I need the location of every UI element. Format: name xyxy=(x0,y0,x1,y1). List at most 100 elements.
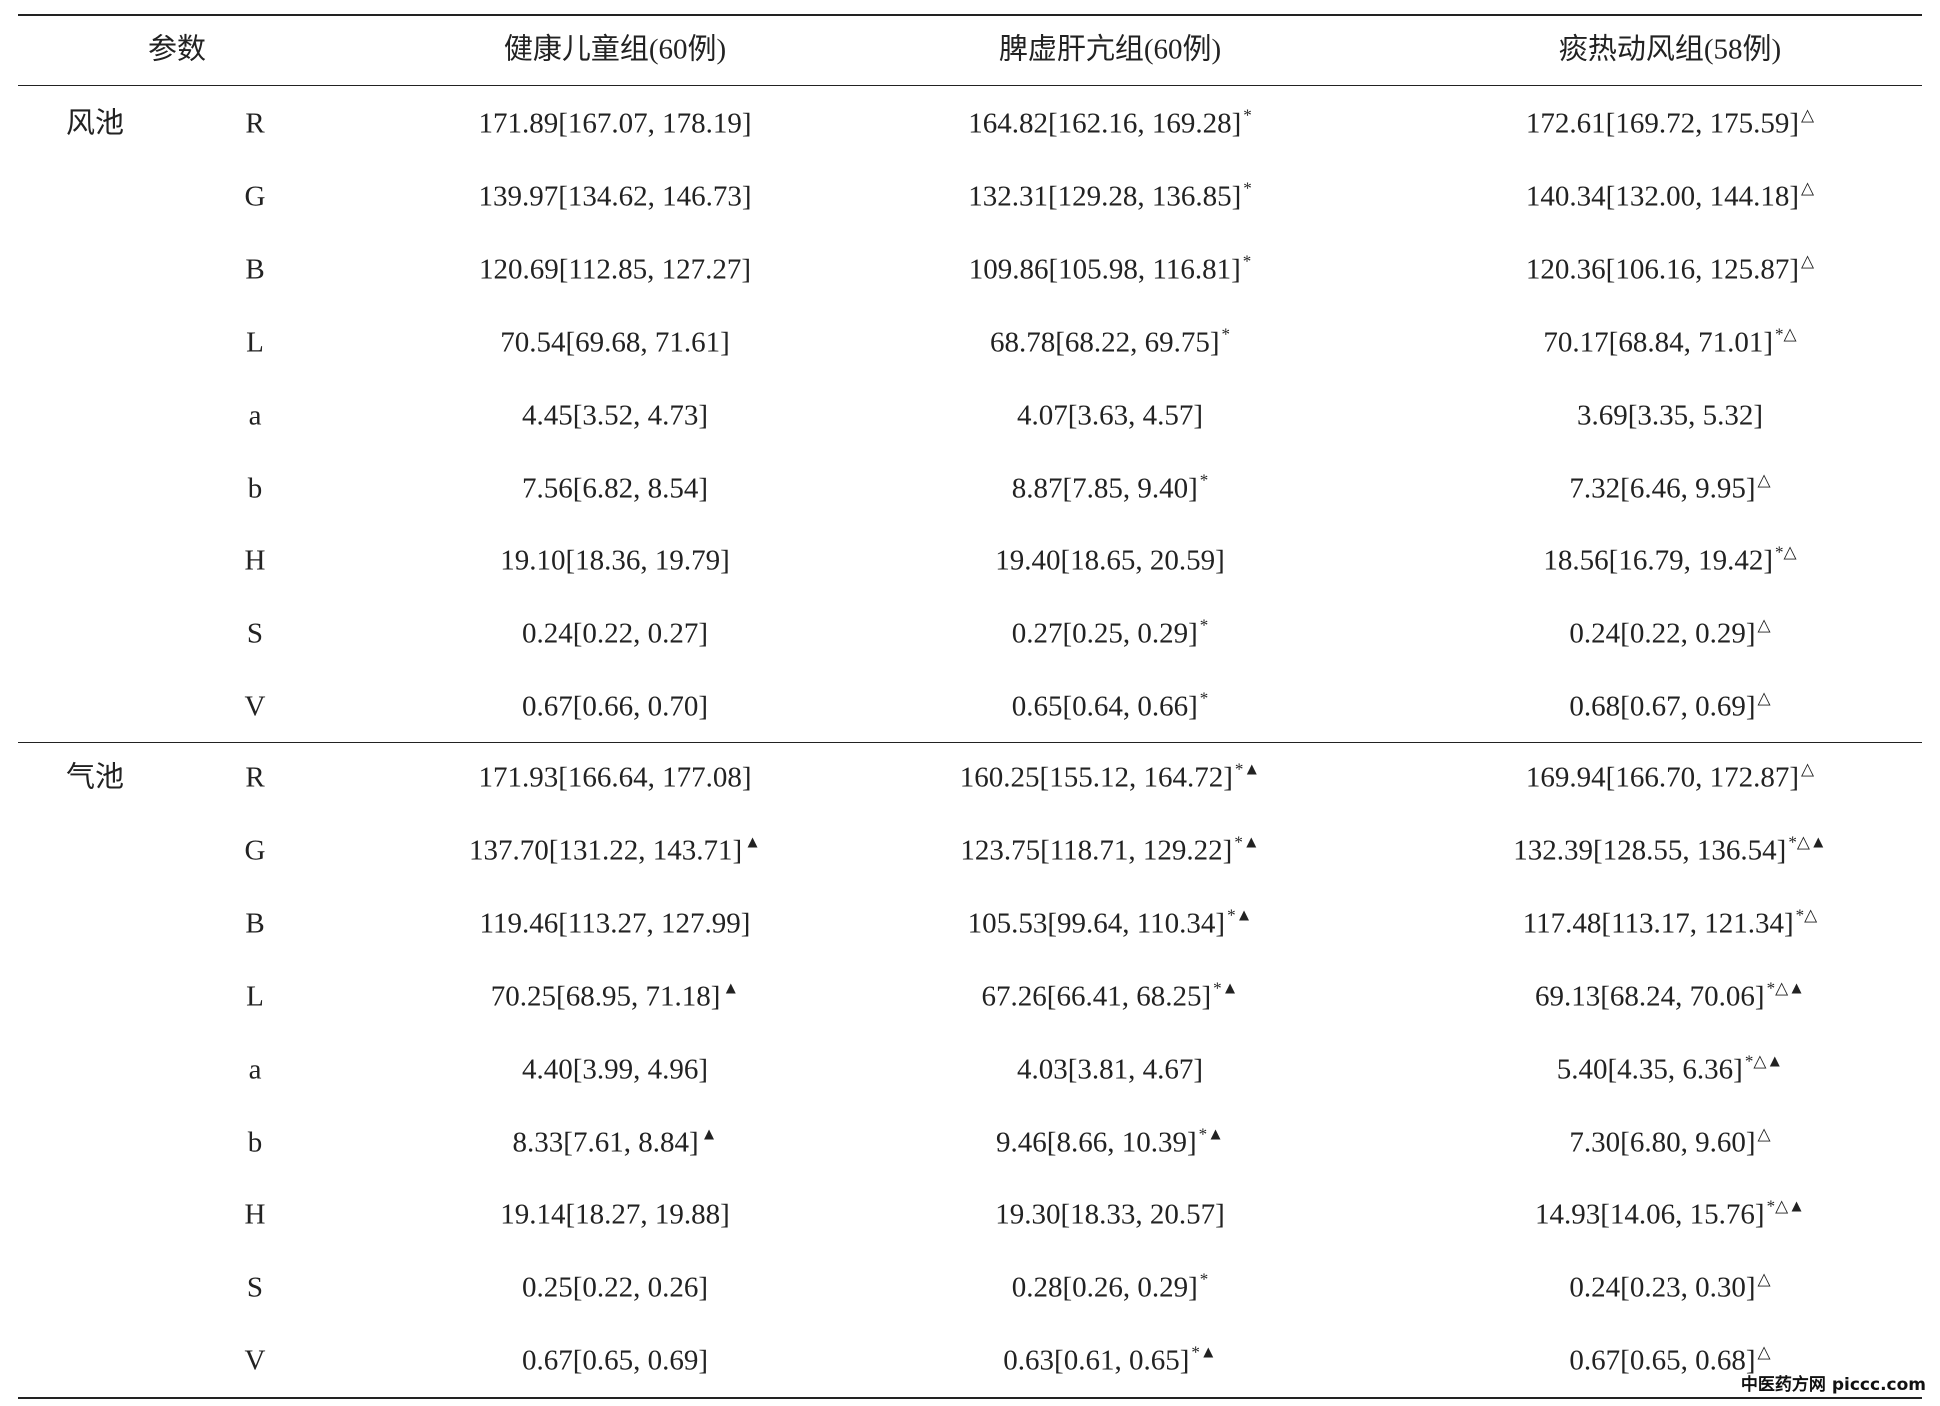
significance-mark: *△▲ xyxy=(1744,1051,1784,1071)
param-label: R xyxy=(245,761,265,794)
significance-mark: △ xyxy=(1757,470,1771,489)
significance-mark: *▲ xyxy=(1234,759,1261,779)
data-cell: 19.10[18.36, 19.79] xyxy=(500,544,730,577)
cell-value: 18.56[16.79, 19.42] xyxy=(1543,544,1773,577)
data-cell: 132.39[128.55, 136.54] *△▲ xyxy=(1513,833,1826,867)
cell-value: 0.67[0.65, 0.69] xyxy=(521,1344,709,1377)
cell-value: 0.24[0.23, 0.30] xyxy=(1569,1271,1756,1304)
data-cell: 7.56[6.82, 8.54] xyxy=(522,474,708,503)
cell-value: 132.31[129.28, 136.85] xyxy=(968,180,1242,213)
cell-value: 8.87[7.85, 9.40] xyxy=(1011,472,1198,504)
significance-mark: *△ xyxy=(1775,324,1797,344)
cell-value: 132.39[128.55, 136.54] xyxy=(1513,834,1787,867)
column-header: 参数 xyxy=(147,33,207,66)
significance-mark: * xyxy=(1199,470,1209,489)
header-rule xyxy=(18,85,1922,86)
data-cell: 67.26[66.41, 68.25] *▲ xyxy=(981,979,1239,1013)
cell-value: 19.14[18.27, 19.88] xyxy=(500,1198,730,1231)
param-label: V xyxy=(244,690,266,723)
data-cell: 4.07[3.63, 4.57] xyxy=(1017,401,1203,430)
cell-value: 19.40[18.65, 20.59] xyxy=(995,544,1225,577)
data-cell: 169.94[166.70, 172.87] △ xyxy=(1526,761,1814,793)
cell-value: 4.45[3.52, 4.73] xyxy=(521,399,709,432)
cell-value: 172.61[169.72, 175.59] xyxy=(1525,107,1799,140)
data-cell: 70.54[69.68, 71.61] xyxy=(500,328,730,357)
group-name: 风池 xyxy=(66,107,125,140)
data-cell: 171.93[166.64, 177.08] xyxy=(478,761,752,794)
cell-value: 4.07[3.63, 4.57] xyxy=(1016,399,1204,432)
significance-mark: *▲ xyxy=(1191,1342,1217,1362)
cell-value: 70.17[68.84, 71.01] xyxy=(1543,326,1773,359)
significance-mark: △ xyxy=(1801,759,1815,779)
data-cell: 117.48[113.17, 121.34] *△ xyxy=(1522,906,1818,940)
data-cell: 4.40[3.99, 4.96] xyxy=(522,1055,708,1084)
param-label: S xyxy=(246,1271,264,1304)
data-cell: 119.46[113.27, 127.99] xyxy=(480,909,751,938)
data-cell: 109.86[105.98, 116.81] * xyxy=(968,252,1252,286)
param-label: G xyxy=(244,180,266,213)
data-cell: 70.25[68.95, 71.18] ▲ xyxy=(491,979,739,1011)
cell-value: 137.70[131.22, 143.71] xyxy=(469,834,743,867)
cell-value: 3.69[3.35, 5.32] xyxy=(1576,399,1764,432)
cell-value: 8.33[7.61, 8.84] xyxy=(512,1126,699,1158)
significance-mark: △ xyxy=(1757,1269,1771,1289)
cell-value: 0.68[0.67, 0.69] xyxy=(1569,690,1756,723)
cell-value: 67.26[66.41, 68.25] xyxy=(981,980,1212,1013)
data-cell: 120.36[106.16, 125.87] △ xyxy=(1526,252,1814,284)
cell-value: 19.10[18.36, 19.79] xyxy=(500,544,730,577)
data-cell: 4.03[3.81, 4.67] xyxy=(1017,1055,1203,1084)
data-cell: 172.61[169.72, 175.59] △ xyxy=(1525,107,1814,140)
significance-mark: *▲ xyxy=(1234,832,1260,852)
data-cell: 0.25[0.22, 0.26] xyxy=(522,1273,708,1303)
significance-mark: * xyxy=(1243,105,1252,125)
bottom-rule xyxy=(18,1397,1922,1399)
cell-value: 7.30[6.80, 9.60] xyxy=(1569,1126,1756,1158)
cell-value: 0.24[0.22, 0.27] xyxy=(521,617,709,650)
significance-mark: *▲ xyxy=(1198,1124,1224,1143)
significance-mark: ▲ xyxy=(722,978,740,998)
significance-mark: △ xyxy=(1757,688,1771,708)
cell-value: 0.63[0.61, 0.65] xyxy=(1003,1344,1190,1377)
param-label: a xyxy=(248,1053,262,1086)
data-cell: 105.53[99.64, 110.34] *▲ xyxy=(967,906,1253,940)
data-cell: 0.24[0.22, 0.29] △ xyxy=(1569,617,1770,649)
significance-mark: *△ xyxy=(1775,542,1797,562)
data-cell: 139.97[134.62, 146.73] xyxy=(478,182,751,211)
cell-value: 19.30[18.33, 20.57] xyxy=(995,1198,1225,1231)
data-cell: 5.40[4.35, 6.36] *△▲ xyxy=(1556,1052,1783,1086)
data-cell: 0.27[0.25, 0.29] * xyxy=(1012,617,1209,649)
data-cell: 7.30[6.80, 9.60] △ xyxy=(1569,1125,1770,1158)
cell-value: 9.46[8.66, 10.39] xyxy=(996,1126,1197,1158)
cell-value: 105.53[99.64, 110.34] xyxy=(967,907,1226,940)
significance-mark: △ xyxy=(1757,1342,1771,1362)
data-cell: 3.69[3.35, 5.32] xyxy=(1577,401,1763,430)
column-header: 痰热动风组(58例) xyxy=(1558,33,1782,66)
cell-value: 164.82[162.16, 169.28] xyxy=(968,107,1242,140)
param-label: V xyxy=(244,1344,266,1377)
group-rule xyxy=(18,742,1922,743)
param-label: a xyxy=(248,399,262,432)
data-cell: 0.67[0.66, 0.70] xyxy=(521,690,709,723)
cell-value: 117.48[113.17, 121.34] xyxy=(1522,907,1794,940)
significance-mark: *▲ xyxy=(1213,978,1239,998)
data-cell: 69.13[68.24, 70.06] *△▲ xyxy=(1535,979,1805,1013)
significance-mark: *△▲ xyxy=(1766,1196,1805,1216)
param-label: L xyxy=(246,326,264,359)
data-cell: 0.65[0.64, 0.66] * xyxy=(1012,690,1209,722)
significance-mark: * xyxy=(1199,1269,1209,1289)
significance-mark: △ xyxy=(1801,251,1815,271)
data-cell: 9.46[8.66, 10.39] *▲ xyxy=(996,1125,1224,1158)
cell-value: 68.78[68.22, 69.75] xyxy=(989,326,1220,359)
cell-value: 0.67[0.66, 0.70] xyxy=(521,690,709,723)
cell-value: 171.93[166.64, 177.08] xyxy=(478,761,752,794)
significance-mark: △ xyxy=(1801,105,1815,125)
data-cell: 140.34[132.00, 144.18] △ xyxy=(1525,179,1814,213)
data-cell: 0.24[0.23, 0.30] △ xyxy=(1569,1271,1770,1304)
cell-value: 140.34[132.00, 144.18] xyxy=(1525,180,1799,213)
cell-value: 139.97[134.62, 146.73] xyxy=(478,180,752,213)
data-cell: 68.78[68.22, 69.75] * xyxy=(989,325,1230,359)
cell-value: 69.13[68.24, 70.06] xyxy=(1535,980,1765,1013)
cell-value: 5.40[4.35, 6.36] xyxy=(1556,1053,1743,1086)
cell-value: 109.86[105.98, 116.81] xyxy=(968,253,1241,286)
